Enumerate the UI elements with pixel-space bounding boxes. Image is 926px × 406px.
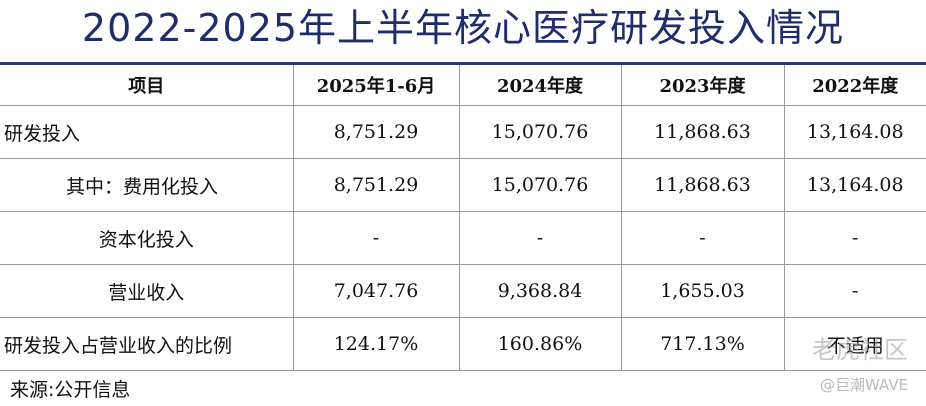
row-label: 其中：费用化投入 <box>0 158 294 212</box>
source-note: 来源:公开信息 <box>10 379 131 401</box>
table-cell: - <box>783 264 926 318</box>
table-row: 研发投入占营业收入的比例 124.17% 160.86% 717.13% 不适用 <box>0 317 926 371</box>
row-label: 研发投入 <box>0 105 294 159</box>
table-cell: 9,368.84 <box>458 264 622 318</box>
column-header: 项目 <box>0 63 294 106</box>
column-header: 2025年1-6月 <box>292 63 460 106</box>
title: 2022-2025年上半年核心医疗研发投入情况 <box>81 6 845 50</box>
watermark-credit: @巨潮WAVE <box>820 376 909 394</box>
table-cell: 15,070.76 <box>458 105 622 159</box>
table-cell: - <box>620 211 785 265</box>
row-label: 营业收入 <box>0 264 294 318</box>
table-row: 资本化投入 - - - - <box>0 211 926 265</box>
table-cell: 717.13% <box>620 317 785 371</box>
column-header: 2022年度 <box>783 63 926 106</box>
row-label: 研发投入占营业收入的比例 <box>0 317 294 371</box>
table-cell: 不适用 <box>783 317 926 371</box>
table-cell: 15,070.76 <box>458 158 622 212</box>
data-table: 项目 2025年1-6月 2024年度 2023年度 2022年度 研发投入 8,751.… <box>0 62 926 371</box>
column-header: 2023年度 <box>620 63 785 106</box>
header-row: 项目 2025年1-6月 2024年度 2023年度 2022年度 <box>0 63 926 106</box>
table-row: 其中：费用化投入 8,751.29 15,070.76 11,868.63 13,164… <box>0 158 926 212</box>
column-header: 2024年度 <box>458 63 622 106</box>
table-cell: 124.17% <box>292 317 460 371</box>
table-cell: 11,868.63 <box>620 105 785 159</box>
table-body: 研发投入 8,751.29 15,070.76 11,868.63 13,164.08 其… <box>0 105 926 371</box>
table-cell: - <box>783 211 926 265</box>
table-cell: 13,164.08 <box>783 105 926 159</box>
table-cell: 8,751.29 <box>292 105 460 159</box>
table-cell: 13,164.08 <box>783 158 926 212</box>
table-cell: 1,655.03 <box>620 264 785 318</box>
row-label: 资本化投入 <box>0 211 294 265</box>
table-cell: 11,868.63 <box>620 158 785 212</box>
table-cell: - <box>458 211 622 265</box>
table-cell: 7,047.76 <box>292 264 460 318</box>
watermark: 老虎社区 <box>812 336 908 364</box>
table-cell: - <box>292 211 460 265</box>
table-row: 研发投入 8,751.29 15,070.76 11,868.63 13,164.08 <box>0 105 926 159</box>
table-cell: 8,751.29 <box>292 158 460 212</box>
table-row: 营业收入 7,047.76 9,368.84 1,655.03- <box>0 264 926 318</box>
table-cell: 160.86% <box>458 317 622 371</box>
